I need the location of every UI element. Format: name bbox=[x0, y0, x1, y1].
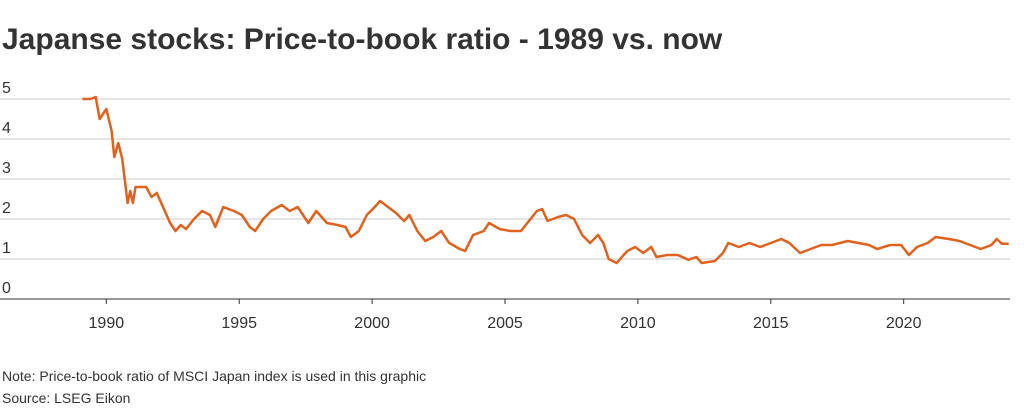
data-line bbox=[82, 95, 1009, 265]
x-tick-label: 2005 bbox=[487, 315, 523, 332]
chart-title: Japanse stocks: Price-to-book ratio - 19… bbox=[2, 23, 723, 56]
y-tick-label: 0 bbox=[2, 280, 11, 297]
y-tick-label: 2 bbox=[2, 200, 11, 217]
x-tick-label: 2020 bbox=[886, 315, 922, 332]
x-tick-label: 1995 bbox=[221, 315, 257, 332]
note: Note: Price-to-book ratio of MSCI Japan … bbox=[2, 368, 426, 384]
x-tick-label: 2010 bbox=[620, 315, 656, 332]
x-tick-label: 2015 bbox=[753, 315, 789, 332]
y-tick-label: 1 bbox=[2, 240, 11, 257]
x-tick-label: 1990 bbox=[89, 315, 125, 332]
y-tick-label: 3 bbox=[2, 160, 11, 177]
x-tick-label: 2000 bbox=[354, 315, 390, 332]
source: Source: LSEG Eikon bbox=[2, 390, 130, 406]
y-tick-label: 5 bbox=[2, 80, 11, 97]
y-tick-label: 4 bbox=[2, 120, 11, 137]
